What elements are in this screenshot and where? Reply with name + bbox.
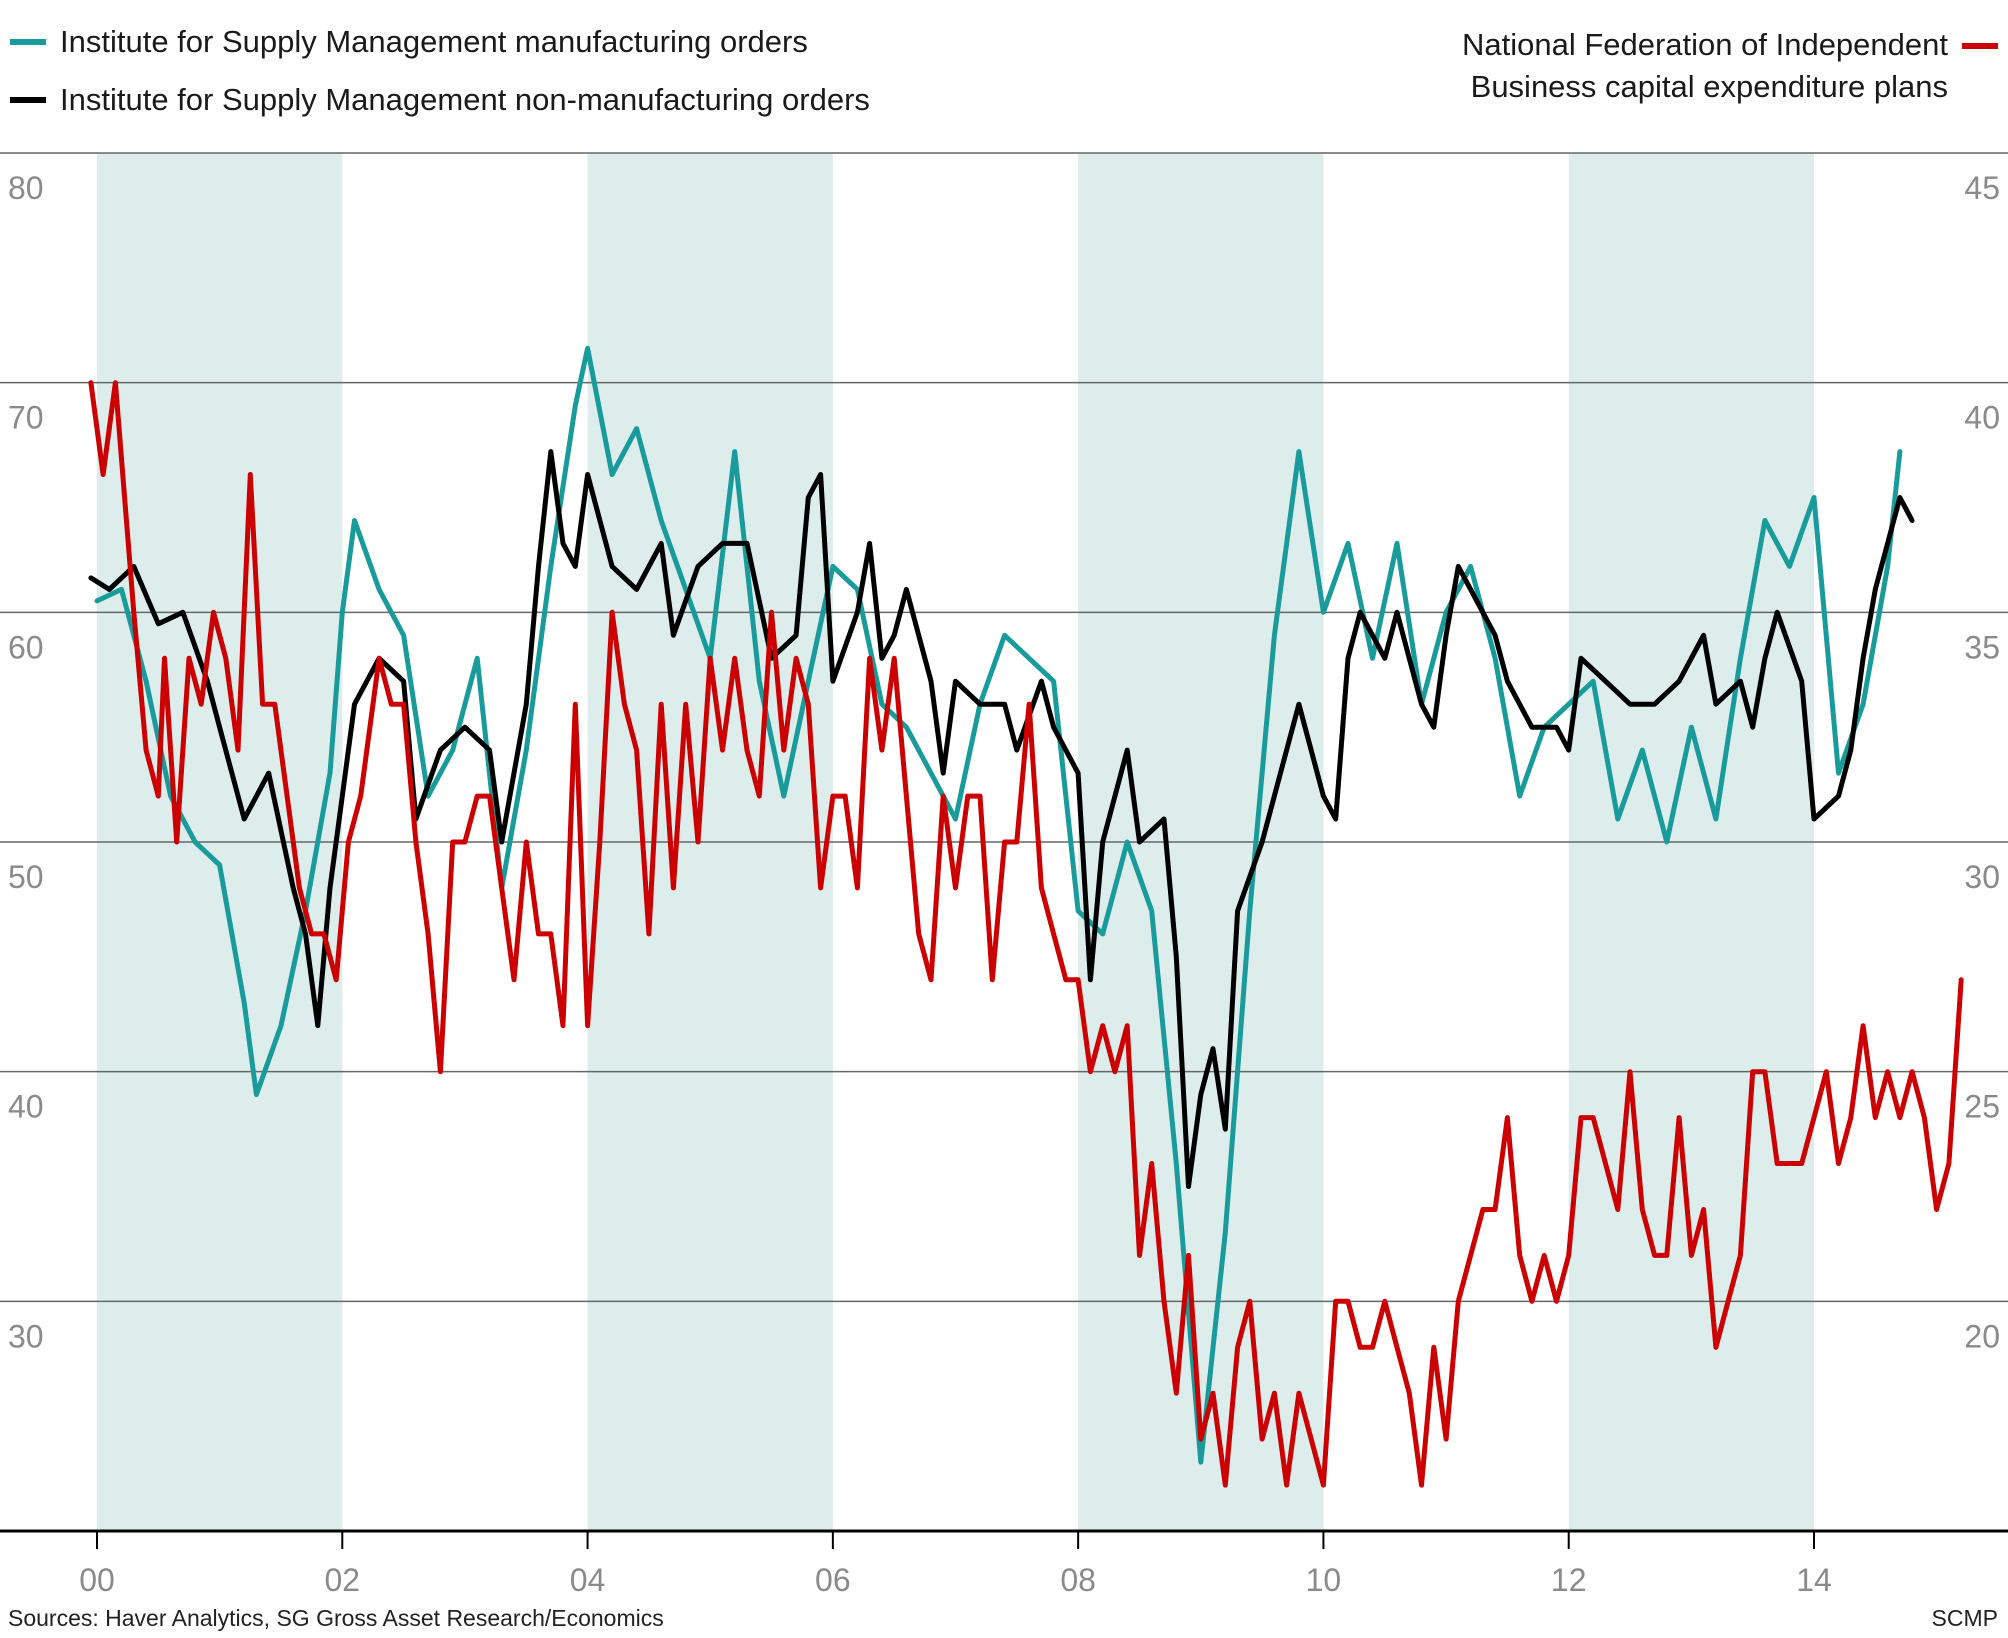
x-tick-label-06: 06 [815,1562,851,1598]
right-tick-label-25: 25 [1964,1089,2000,1125]
x-tick-label-04: 04 [570,1562,606,1598]
right-tick-label-45: 45 [1964,170,2000,206]
gridlines [0,152,2008,1303]
credit-note: SCMP [1931,1605,1998,1631]
x-axis-ticks: 00 02 04 06 08 10 12 14 [79,1531,1832,1598]
x-tick-label-10: 10 [1306,1562,1342,1598]
legend-manufacturing: Institute for Supply Management manufact… [10,24,808,60]
legend-swatch-manufacturing [10,39,46,45]
left-tick-label-30: 30 [8,1318,44,1354]
legend-nfib: National Federation of Independent Busin… [1462,24,1998,108]
legend-label-nfib-line1: National Federation of Independent [1461,27,1948,62]
left-tick-label-50: 50 [8,859,44,895]
legend-non-manufacturing: Institute for Supply Management non-manu… [10,82,870,118]
legend-swatch-nfib [1962,43,1998,49]
right-tick-label-30: 30 [1964,859,2000,895]
right-tick-label-40: 40 [1964,400,2000,436]
legend-swatch-non-manufacturing [10,97,46,103]
source-note: Sources: Haver Analytics, SG Gross Asset… [8,1605,664,1631]
x-tick-label-08: 08 [1060,1562,1096,1598]
left-tick-label-70: 70 [8,400,44,436]
left-tick-label-80: 80 [8,170,44,206]
left-tick-label-60: 60 [8,629,44,665]
legend-label-nfib-line2: Business capital expenditure plans [1470,69,1948,104]
legend-label-nfib: National Federation of Independent Busin… [1462,24,1948,108]
x-tick-label-12: 12 [1551,1562,1587,1598]
legend-label-non-manufacturing: Institute for Supply Management non-manu… [60,82,870,117]
series-line-nfib [88,380,1964,1488]
right-tick-label-20: 20 [1964,1318,2000,1354]
series-lines [88,345,1964,1488]
x-tick-label-02: 02 [324,1562,360,1598]
legend-label-manufacturing: Institute for Supply Management manufact… [60,24,808,59]
series-line-non-manufacturing [88,449,1915,1189]
x-tick-label-14: 14 [1796,1562,1832,1598]
left-tick-label-40: 40 [8,1089,44,1125]
x-tick-label-00: 00 [79,1562,115,1598]
left-axis-ticks: 30 40 50 60 70 80 [8,170,44,1354]
right-tick-label-35: 35 [1964,629,2000,665]
right-axis-ticks: 20 25 30 35 40 45 [1964,170,2000,1354]
